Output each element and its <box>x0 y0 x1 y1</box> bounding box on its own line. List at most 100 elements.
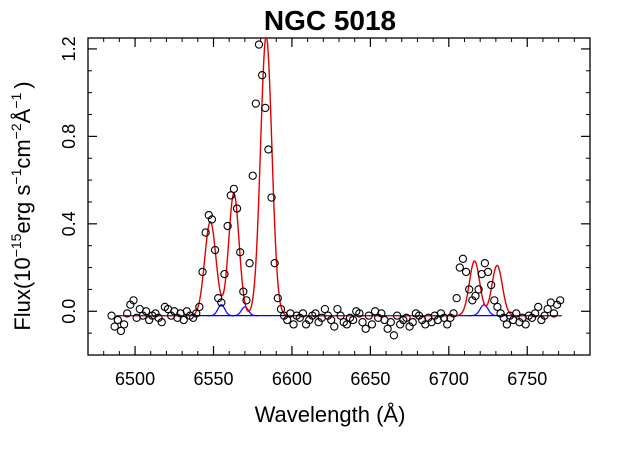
curves-group <box>107 38 565 340</box>
y-label-base: Flux(10 <box>10 257 35 330</box>
data-point <box>358 318 367 327</box>
y-tick-label: 0.8 <box>59 124 79 149</box>
chart-title: NGC 5018 <box>264 5 396 36</box>
data-point <box>449 309 458 318</box>
data-point <box>248 171 257 180</box>
data-point <box>267 193 276 202</box>
x-tick-label: 6600 <box>272 369 312 389</box>
plot-area: 6500 6550 6600 6650 6700 6750 0.0 0.4 0.8 1.2 <box>59 36 591 389</box>
data-point <box>110 322 119 331</box>
data-point <box>201 228 210 237</box>
data-point <box>386 318 395 327</box>
data-point <box>458 254 468 263</box>
data-point <box>471 291 480 301</box>
data-point <box>521 320 530 329</box>
data-point <box>348 315 358 325</box>
data-point <box>141 307 151 316</box>
data-point <box>217 298 226 307</box>
data-point <box>342 320 351 329</box>
data-point <box>556 296 565 305</box>
data-point <box>223 221 232 231</box>
data-point <box>264 145 273 154</box>
data-point <box>512 309 521 318</box>
data-point <box>502 320 512 329</box>
data-point <box>327 315 336 325</box>
data-point <box>195 302 204 312</box>
y-tick-label: 0.4 <box>59 211 79 236</box>
data-point <box>129 296 138 305</box>
data-point <box>487 280 496 290</box>
data-point <box>226 191 235 200</box>
data-point <box>119 320 129 329</box>
data-point <box>361 324 370 333</box>
component-curve <box>207 304 235 317</box>
y-tick-label: 0.0 <box>59 299 79 324</box>
data-point <box>245 259 254 268</box>
data-point <box>461 267 471 277</box>
data-point <box>439 313 449 322</box>
data-point <box>402 313 411 322</box>
data-point <box>474 285 483 294</box>
y-tick-label: 1.2 <box>59 36 79 61</box>
data-point <box>232 204 242 213</box>
data-point <box>229 184 239 193</box>
y-label-mid3: Å <box>10 108 35 123</box>
data-point <box>490 296 499 305</box>
data-point <box>311 309 320 318</box>
data-point <box>530 309 540 318</box>
data-point <box>254 40 264 49</box>
data-point <box>389 331 399 340</box>
data-point <box>298 309 308 318</box>
data-point <box>207 215 217 224</box>
data-point <box>333 304 342 314</box>
data-point <box>210 245 220 255</box>
data-point <box>543 304 552 314</box>
data-point <box>239 287 248 296</box>
plot-frame <box>87 37 591 356</box>
component-curve <box>468 304 500 317</box>
data-point <box>534 302 543 312</box>
data-point <box>336 311 345 320</box>
data-point <box>242 296 251 305</box>
data-point <box>452 294 461 303</box>
data-point <box>123 309 132 318</box>
data-point <box>408 318 417 327</box>
data-point <box>383 324 392 333</box>
data-point <box>257 71 267 80</box>
data-point <box>330 322 339 331</box>
y-label-end: ) <box>10 81 35 88</box>
data-point <box>540 311 549 320</box>
data-point <box>443 320 452 329</box>
data-point <box>377 309 386 318</box>
data-point <box>392 311 402 320</box>
data-point <box>157 318 166 327</box>
data-point <box>355 309 364 318</box>
y-axis-label: Flux(10−15erg s−1cm−2Å−1) <box>8 81 35 330</box>
x-tick-label: 6700 <box>429 369 469 389</box>
x-axis-label: Wavelength (Å) <box>255 402 406 427</box>
data-point <box>549 309 559 318</box>
data-point <box>364 311 373 320</box>
y-label-exp2: −1 <box>8 168 24 184</box>
data-point <box>113 315 122 325</box>
fit-curve <box>116 38 562 317</box>
y-label-exp1: −15 <box>8 233 24 257</box>
y-label-mid1: erg s <box>10 185 35 234</box>
data-point <box>455 263 464 272</box>
data-point <box>251 99 261 108</box>
data-point <box>220 269 229 279</box>
data-point <box>480 259 490 268</box>
data-point <box>289 320 298 329</box>
data-point <box>483 267 493 277</box>
y-label-mid2: cm <box>10 139 35 168</box>
data-point <box>261 103 270 113</box>
data-point <box>493 302 502 312</box>
component-curve <box>231 306 259 317</box>
data-point <box>283 315 292 325</box>
y-label-exp4: −1 <box>8 92 24 108</box>
data-point <box>236 248 245 257</box>
x-tick-label: 6500 <box>115 369 155 389</box>
data-point <box>276 304 286 314</box>
data-point <box>465 285 474 294</box>
